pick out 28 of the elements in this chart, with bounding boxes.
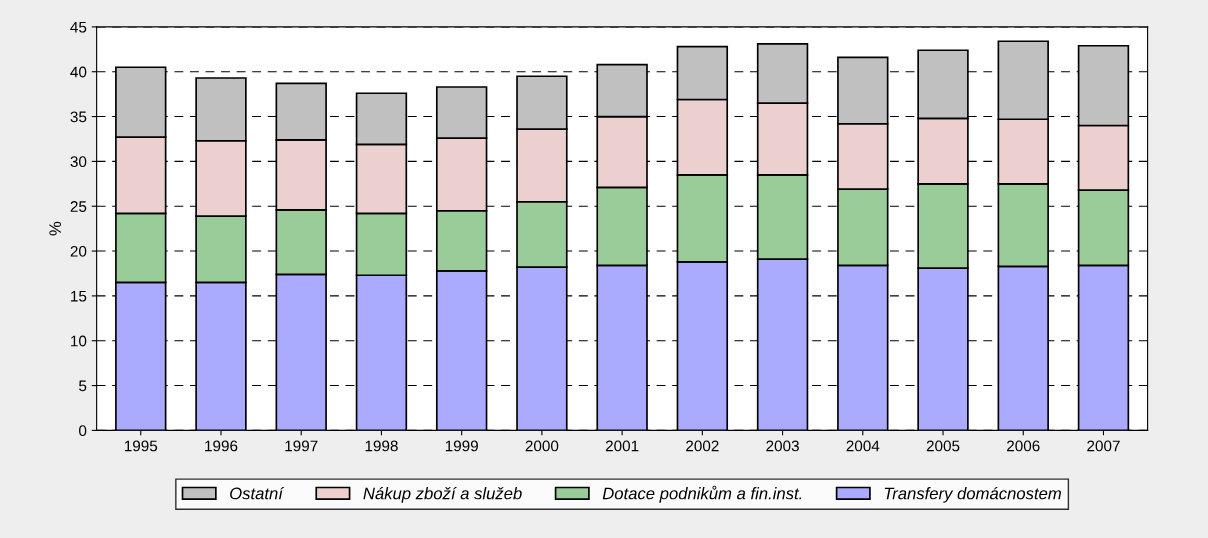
x-tick-label: 2006 xyxy=(1007,440,1040,452)
x-tick-label: 2007 xyxy=(1087,440,1120,452)
x-tick-label: 1999 xyxy=(445,440,478,452)
x-tick-label: 1996 xyxy=(205,440,238,452)
y-tick-label: 35 xyxy=(70,111,87,123)
x-tick-label: 1995 xyxy=(124,440,158,452)
y-tick-label: 30 xyxy=(70,156,87,168)
x-tick-label: 2002 xyxy=(686,440,719,452)
x-tick-label: 1997 xyxy=(285,440,318,452)
y-axis-title: % xyxy=(49,221,62,236)
legend-label: Dotace podnikům a fin.inst. xyxy=(602,485,802,503)
legend-label: Nákup zboží a služeb xyxy=(363,486,522,503)
y-tick-label: 25 xyxy=(70,201,87,212)
y-tick-label: 15 xyxy=(71,290,87,302)
y-tick-label: 20 xyxy=(70,245,87,257)
y-tick-label: 5 xyxy=(79,380,87,392)
y-tick-label: 0 xyxy=(79,425,87,437)
y-tick-label: 10 xyxy=(71,335,87,347)
x-tick-label: 1998 xyxy=(365,440,398,452)
legend-label: Ostatní xyxy=(230,486,285,500)
x-tick-label: 2004 xyxy=(846,440,880,452)
x-tick-label: 2000 xyxy=(525,440,559,452)
y-tick-label: 40 xyxy=(70,66,87,78)
legend-label: Transfery domácnostem xyxy=(884,486,1061,503)
x-tick-label: 2001 xyxy=(605,440,639,452)
x-tick-label: 2003 xyxy=(766,440,799,452)
x-tick-label: 2005 xyxy=(926,440,960,452)
y-tick-label: 45 xyxy=(70,21,87,33)
